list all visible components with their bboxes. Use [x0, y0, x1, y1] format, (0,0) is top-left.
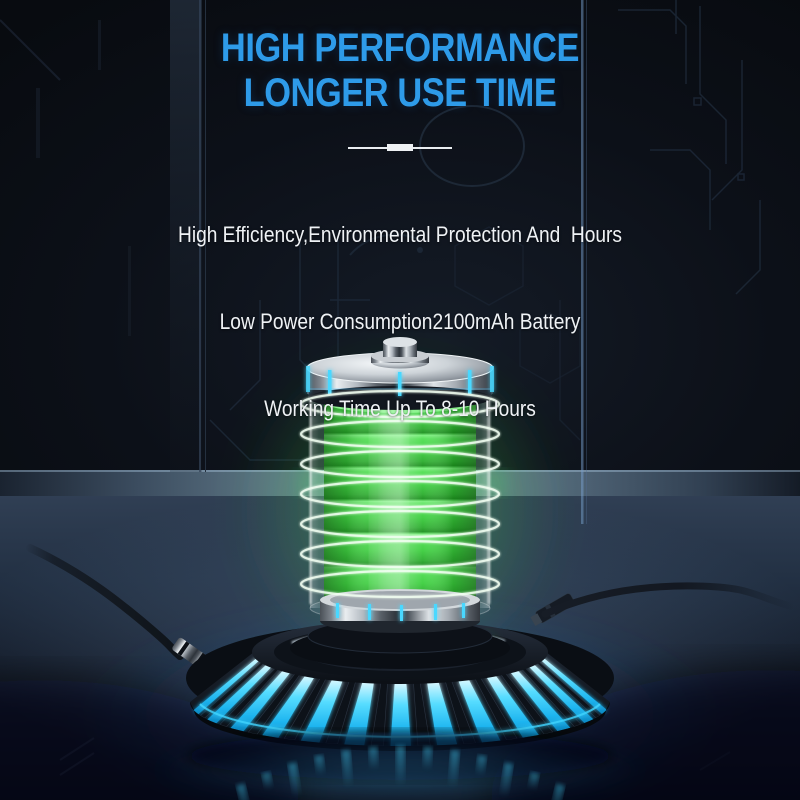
- charge-ring: [299, 389, 501, 419]
- base-light-slat: [230, 670, 291, 732]
- charge-ring: [299, 449, 501, 479]
- charge-ring: [299, 419, 501, 449]
- door-frame-right: [581, 0, 587, 524]
- base-slat-ring: [193, 657, 607, 747]
- charge-ring: [299, 569, 501, 599]
- battery-knob: [371, 337, 429, 369]
- base-light-slat: [458, 679, 501, 743]
- base-light-slat: [262, 675, 315, 738]
- base-light-slat: [344, 681, 374, 746]
- description-line2: Low Power Consumption2100mAh Battery: [219, 309, 581, 334]
- base-light-slat: [540, 657, 607, 714]
- description-line3: Working Time Up To 8-10 Hours: [264, 396, 536, 421]
- charge-ring: [299, 539, 501, 569]
- door-frame-left: [170, 0, 206, 472]
- collar-cyan-ticks: [336, 603, 465, 621]
- battery: [299, 337, 501, 633]
- wall-circle-trace: [349, 105, 525, 256]
- cable-right: [530, 582, 794, 626]
- headline: HIGH PERFORMANCE LONGER USE TIME: [56, 26, 744, 116]
- base-light-slat: [207, 664, 272, 724]
- charge-ring: [299, 509, 501, 539]
- base-light-slat: [486, 675, 539, 738]
- base-light-slat: [427, 681, 458, 746]
- base-light-slat: [390, 682, 411, 746]
- cap-cyan-ticks: [306, 366, 494, 396]
- wall-circuit-traces: [209, 0, 761, 461]
- base-light-slat: [528, 664, 594, 724]
- divider-line-left: [348, 146, 387, 149]
- divider-center-bar: [387, 144, 413, 151]
- description: High Efficiency,Environmental Protection…: [52, 162, 748, 481]
- charge-ring: [299, 479, 501, 509]
- divider-line-right: [413, 146, 452, 149]
- left-wall-panel-slots: [0, 19, 131, 336]
- base-light-slat: [300, 679, 343, 743]
- floor-reflections: [145, 732, 655, 800]
- charge-rings: [299, 389, 501, 599]
- base-light-slat: [510, 670, 571, 732]
- headline-line1: HIGH PERFORMANCE: [220, 26, 580, 70]
- divider: [348, 143, 452, 152]
- description-line1: High Efficiency,Environmental Protection…: [178, 222, 622, 247]
- base-light-slat: [193, 657, 260, 715]
- charging-base: [186, 618, 614, 751]
- headline-line2: LONGER USE TIME: [243, 71, 557, 115]
